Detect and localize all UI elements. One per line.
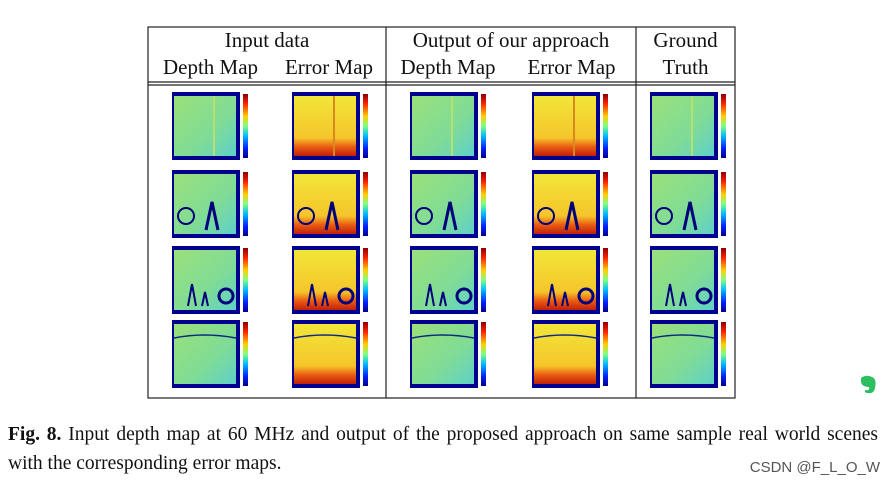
scene-object (204, 201, 220, 231)
sub-header: Error Map (284, 55, 374, 79)
sub-header: Error Map (527, 55, 616, 79)
sub-header: Depth Map (400, 55, 496, 79)
image-content (652, 250, 714, 310)
scene-object (442, 201, 458, 231)
group-header: Output of our approach (412, 28, 610, 52)
colorbar (363, 322, 368, 386)
image-content (652, 324, 714, 384)
scene-object (455, 287, 473, 305)
colorbar (363, 94, 368, 158)
image-content (652, 174, 714, 234)
scene-object (297, 207, 315, 225)
colorbar (481, 248, 486, 312)
colorbar (603, 322, 608, 386)
colorbar (243, 172, 248, 236)
caption: Fig. 8. Input depth map at 60 MHz and ou… (8, 420, 878, 478)
image-content (412, 174, 474, 234)
caption-text: Input depth map at 60 MHz and output of … (8, 424, 878, 474)
table-border (147, 26, 736, 399)
scene-edge (651, 334, 715, 339)
scene-object (577, 287, 595, 305)
scene-edge (173, 334, 237, 339)
image-content (534, 250, 596, 310)
image-content (294, 96, 356, 156)
image-content (412, 324, 474, 384)
image-content (412, 96, 474, 156)
scene-object (425, 283, 447, 307)
colorbar (721, 322, 726, 386)
scene-object (537, 207, 555, 225)
group-header: Input data (224, 28, 310, 52)
watermark: CSDN @F_L_O_W (749, 459, 880, 476)
scene-object (547, 283, 569, 307)
image-content (294, 324, 356, 384)
scene-edge (411, 334, 475, 339)
image-content (174, 174, 236, 234)
scene-object (655, 207, 673, 225)
scene-object (337, 287, 355, 305)
image-content (652, 96, 714, 156)
table-lines (147, 26, 736, 399)
colorbar (721, 248, 726, 312)
colorbar (721, 94, 726, 158)
sub-header: Depth Map (162, 55, 259, 79)
colorbar (363, 172, 368, 236)
image-content (534, 174, 596, 234)
scene-object (682, 201, 698, 231)
evernote-icon (861, 375, 876, 394)
scene-object (307, 283, 329, 307)
scene-object (415, 207, 433, 225)
colorbar (603, 94, 608, 158)
scene-edge (293, 334, 357, 339)
image-content (534, 324, 596, 384)
colorbar (243, 94, 248, 158)
colorbar (603, 248, 608, 312)
colorbar (243, 322, 248, 386)
image-grid (172, 92, 726, 388)
scene-edge (533, 334, 597, 339)
scene-object (665, 283, 687, 307)
scene-object (564, 201, 580, 231)
scene-object (695, 287, 713, 305)
image-content (174, 324, 236, 384)
scene-object (217, 287, 235, 305)
image-content (174, 250, 236, 310)
scene-object (324, 201, 340, 231)
colorbar (721, 172, 726, 236)
image-content (294, 174, 356, 234)
image-content (174, 96, 236, 156)
image-content (412, 250, 474, 310)
image-content (534, 96, 596, 156)
colorbar (363, 248, 368, 312)
scene-object (187, 283, 209, 307)
colorbar (243, 248, 248, 312)
scene-object (177, 207, 195, 225)
group-header: Ground Truth (653, 28, 718, 79)
caption-label: Fig. 8. (8, 424, 62, 445)
colorbar (481, 322, 486, 386)
colorbar (603, 172, 608, 236)
colorbar (481, 94, 486, 158)
image-content (294, 250, 356, 310)
colorbar (481, 172, 486, 236)
